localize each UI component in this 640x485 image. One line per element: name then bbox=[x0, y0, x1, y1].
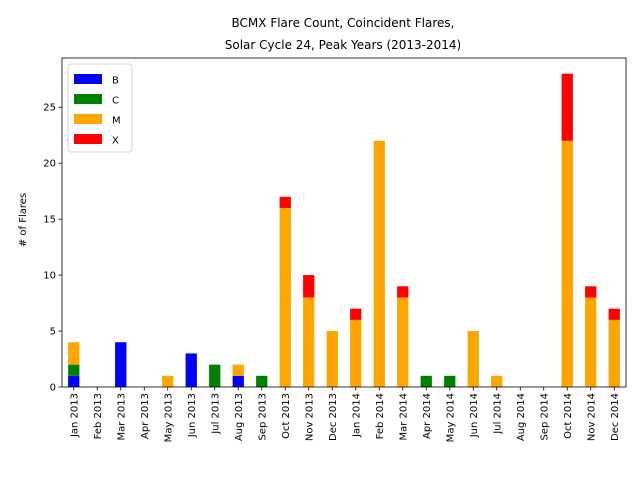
legend-swatch-x bbox=[74, 134, 102, 144]
x-tick-label: Apr 2013 bbox=[140, 393, 151, 439]
x-tick-label: Oct 2013 bbox=[281, 393, 292, 439]
x-tick-label: Feb 2014 bbox=[375, 393, 386, 439]
bar-m-aug-2013 bbox=[232, 364, 244, 376]
x-tick-label: Jan 2014 bbox=[351, 393, 362, 438]
bar-m-oct-2013 bbox=[279, 207, 291, 387]
bar-x-nov-2014 bbox=[585, 286, 597, 298]
legend-swatch-b bbox=[74, 74, 102, 84]
bar-x-jan-2014 bbox=[350, 308, 362, 320]
bar-b-jun-2013 bbox=[185, 353, 197, 387]
y-tick-label: 15 bbox=[43, 215, 56, 226]
bar-m-jul-2014 bbox=[491, 375, 503, 387]
bar-m-nov-2013 bbox=[303, 297, 315, 387]
x-tick-label: Oct 2014 bbox=[563, 393, 574, 439]
chart-title-line-2: Solar Cycle 24, Peak Years (2013-2014) bbox=[225, 38, 461, 52]
x-tick-label: Aug 2014 bbox=[516, 393, 527, 441]
legend-label-b: B bbox=[112, 76, 119, 87]
x-tick-label: Feb 2013 bbox=[93, 393, 104, 439]
bar-m-mar-2014 bbox=[397, 297, 409, 387]
x-tick-label: Jul 2013 bbox=[210, 393, 221, 435]
x-tick-label: Jun 2014 bbox=[469, 393, 480, 438]
x-tick-label: Nov 2013 bbox=[304, 393, 315, 441]
x-tick-label: Dec 2014 bbox=[610, 393, 621, 441]
bar-m-jan-2013 bbox=[68, 342, 80, 365]
y-tick-label: 10 bbox=[43, 271, 56, 282]
bar-b-aug-2013 bbox=[232, 375, 244, 387]
legend-box bbox=[67, 63, 133, 153]
bar-m-nov-2014 bbox=[585, 297, 597, 387]
y-tick-label: 25 bbox=[43, 103, 56, 114]
x-tick-label: Mar 2014 bbox=[398, 393, 409, 441]
bars-layer bbox=[68, 73, 620, 387]
bar-m-may-2013 bbox=[162, 375, 174, 387]
x-tick-label: Jul 2014 bbox=[492, 393, 503, 435]
axes-layer: 0 5 10 15 20 25 Jan 2013 Feb 2013 Mar 2013 Apr 20… bbox=[43, 57, 627, 442]
bar-m-feb-2014 bbox=[373, 140, 385, 387]
legend-label-x: X bbox=[112, 136, 119, 147]
x-tick-label: Jun 2013 bbox=[187, 393, 198, 438]
bar-m-jan-2014 bbox=[350, 319, 362, 387]
x-tick-label: Nov 2014 bbox=[586, 393, 597, 441]
x-tick-label: Mar 2013 bbox=[116, 393, 127, 441]
legend-label-m: M bbox=[112, 116, 121, 127]
legend-swatch-m bbox=[74, 114, 102, 124]
x-tick-label: Sep 2013 bbox=[257, 393, 268, 440]
bar-x-dec-2014 bbox=[608, 308, 620, 320]
plot-frame bbox=[61, 57, 627, 388]
x-tick-label: May 2013 bbox=[163, 393, 174, 442]
bar-c-jan-2013 bbox=[68, 364, 80, 376]
bar-m-dec-2014 bbox=[608, 319, 620, 387]
x-tick-label: Jan 2013 bbox=[69, 393, 80, 438]
bar-c-apr-2014 bbox=[420, 375, 432, 387]
bar-c-sep-2013 bbox=[256, 375, 268, 387]
chart-title-line-1: BCMX Flare Count, Coincident Flares, bbox=[232, 16, 455, 30]
legend-swatch-c bbox=[74, 94, 102, 104]
y-axis-label: # of Flares bbox=[18, 193, 29, 247]
bar-c-jul-2013 bbox=[209, 364, 221, 387]
x-tick-label: Sep 2014 bbox=[539, 393, 550, 440]
x-tick-label: Dec 2013 bbox=[328, 393, 339, 441]
bar-x-oct-2014 bbox=[561, 73, 573, 141]
y-tick-label: 20 bbox=[43, 159, 56, 170]
bar-x-mar-2014 bbox=[397, 286, 409, 298]
bar-c-may-2014 bbox=[444, 375, 456, 387]
legend-label-c: C bbox=[112, 96, 119, 107]
bar-b-jan-2013 bbox=[68, 375, 80, 387]
bar-m-dec-2013 bbox=[326, 331, 338, 387]
bar-x-oct-2013 bbox=[279, 196, 291, 208]
bar-b-mar-2013 bbox=[115, 342, 127, 387]
x-tick-label: Apr 2014 bbox=[422, 393, 433, 439]
bar-x-nov-2013 bbox=[303, 275, 315, 298]
y-tick-label: 0 bbox=[50, 383, 56, 394]
x-tick-label: May 2014 bbox=[445, 393, 456, 442]
legend: BCMX bbox=[67, 63, 133, 153]
y-tick-label: 5 bbox=[50, 327, 56, 338]
bar-m-oct-2014 bbox=[561, 140, 573, 387]
bar-m-jun-2014 bbox=[467, 331, 479, 387]
x-tick-label: Aug 2013 bbox=[234, 393, 245, 441]
